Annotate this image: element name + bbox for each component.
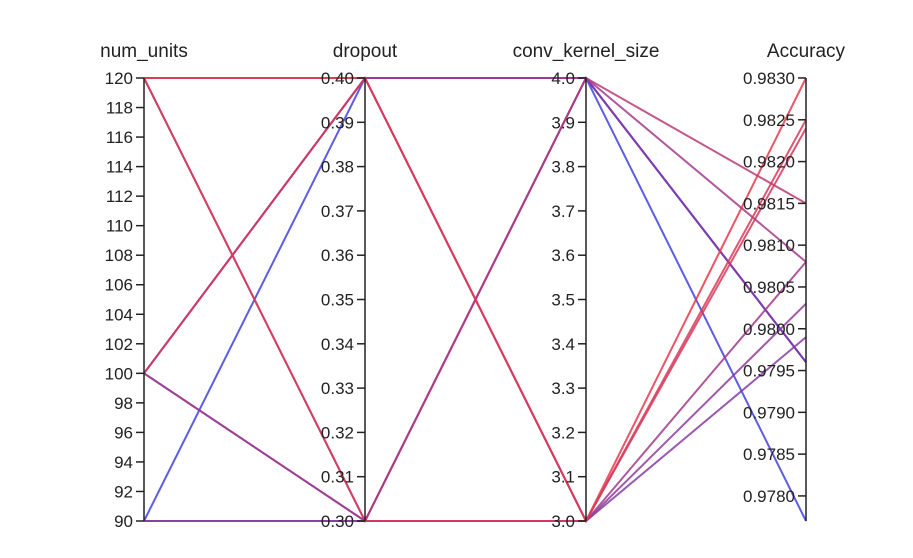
tick-label: 3.7 [551, 202, 575, 221]
axis-title: dropout [333, 41, 398, 62]
data-line-1 [143, 77, 807, 374]
tick-label: 0.9785 [743, 445, 795, 464]
tick-label: 0.36 [321, 246, 354, 265]
tick-label: 0.9805 [743, 278, 795, 297]
axis-num-units[interactable]: num_units 90 92 94 96 98 100 102 104 106 108 110 112… [100, 41, 188, 531]
tick-label: 0.33 [321, 379, 354, 398]
tick-label: 0.9830 [743, 69, 795, 88]
tick-label: 3.0 [551, 512, 575, 531]
tick-label: 118 [106, 99, 133, 118]
tick-label: 90 [114, 512, 133, 531]
tick-label: 3.4 [551, 335, 575, 354]
axes: num_units 90 92 94 96 98 100 102 104 106 108 110 112… [100, 41, 845, 531]
tick-label: 110 [106, 217, 133, 236]
tick-label: 0.9810 [743, 236, 795, 255]
tick-label: 100 [105, 364, 133, 383]
tick-label: 0.38 [321, 158, 354, 177]
tick-label: 0.39 [321, 113, 354, 132]
tick-label: 116 [106, 128, 133, 147]
tick-label: 3.3 [551, 379, 575, 398]
tick-label: 0.32 [321, 423, 354, 442]
data-line-11 [143, 76, 807, 524]
tick-label: 0.37 [321, 202, 354, 221]
tick-label: 0.9815 [743, 194, 795, 213]
tick-label: 0.31 [321, 468, 354, 487]
tick-label: 114 [106, 158, 133, 177]
tick-label: 3.2 [551, 423, 575, 442]
tick-label: 0.9780 [743, 487, 795, 506]
data-lines [143, 76, 807, 524]
tick-label: 0.9790 [743, 403, 795, 422]
tick-label: 0.40 [321, 69, 354, 88]
data-line-4 [144, 336, 807, 522]
tick-label: 112 [106, 187, 133, 206]
axis-title: Accuracy [767, 41, 846, 62]
tick-label: 0.9820 [743, 153, 795, 172]
tick-label: 0.34 [321, 335, 354, 354]
axis-conv-kernel-size[interactable]: conv_kernel_size 3.0 3.1 3.2 3.3 3.4 3.5 3.6 3.7… [513, 41, 660, 531]
axis-Accuracy[interactable]: Accuracy 0.9780 0.9785 0.9790 0.9795 0.9800 0.… [743, 41, 846, 521]
tick-label: 0.35 [321, 291, 354, 310]
tick-label: 3.9 [551, 113, 575, 132]
axis-title: num_units [100, 41, 188, 62]
tick-label: 92 [114, 482, 133, 501]
data-line-8 [143, 77, 807, 522]
tick-label: 3.5 [551, 291, 575, 310]
tick-label: 0.9795 [743, 362, 795, 381]
tick-label: 94 [114, 453, 133, 472]
tick-label: 3.6 [551, 246, 575, 265]
tick-label: 104 [105, 305, 133, 324]
tick-label: 98 [114, 394, 133, 413]
tick-label: 102 [105, 335, 133, 354]
tick-label: 96 [114, 423, 133, 442]
tick-label: 0.30 [321, 512, 354, 531]
axis-title: conv_kernel_size [513, 41, 660, 62]
tick-label: 3.8 [551, 158, 575, 177]
tick-label: 0.9800 [743, 320, 795, 339]
tick-label: 0.9825 [743, 111, 795, 130]
axis-dropout[interactable]: dropout 0.30 0.31 0.32 0.33 0.34 0.35 0.36 0.37 0… [321, 41, 398, 531]
tick-label: 108 [105, 246, 133, 265]
tick-label: 4.0 [551, 69, 575, 88]
tick-label: 3.1 [551, 468, 575, 487]
tick-label: 120 [105, 69, 133, 88]
tick-label: 106 [105, 276, 133, 295]
